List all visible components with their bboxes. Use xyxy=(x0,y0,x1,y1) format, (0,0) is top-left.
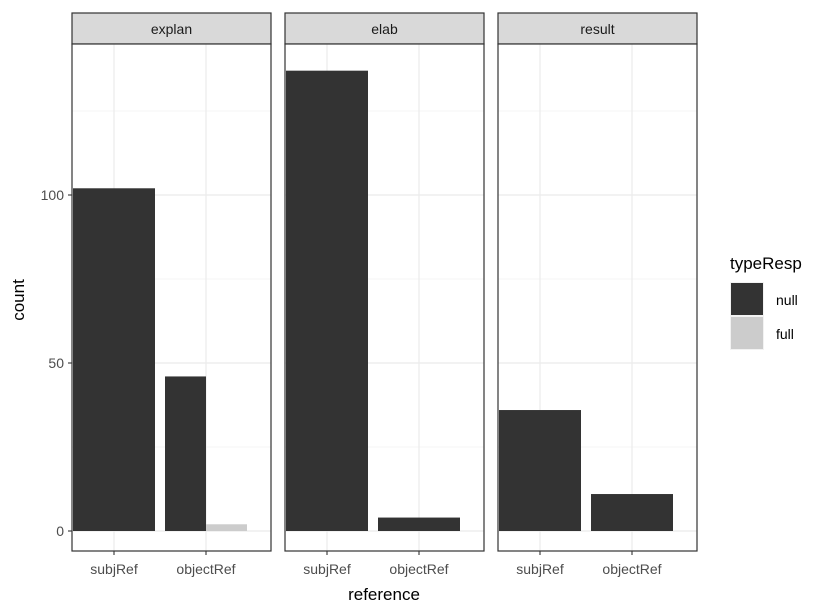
x-tick-label: objectRef xyxy=(389,561,448,577)
y-tick-label: 100 xyxy=(41,187,65,203)
facet-strip-label: result xyxy=(580,21,614,37)
bar-explan-objectRef-full xyxy=(206,524,247,531)
y-axis-title: count xyxy=(9,279,28,321)
facet-panel-elab: elab subjRef objectRef xyxy=(284,12,485,577)
bar-elab-subjRef-null xyxy=(286,70,368,532)
legend: typeResp null full xyxy=(730,254,802,350)
y-tick-label: 50 xyxy=(48,355,64,371)
facet-strip-label: elab xyxy=(371,21,398,37)
facet-strip xyxy=(497,12,698,45)
bar-result-subjRef-null xyxy=(499,410,581,531)
x-tick-label: subjRef xyxy=(90,561,138,577)
facet-panel-result: result subjRef objectRef xyxy=(497,12,698,577)
legend-key-null xyxy=(731,283,763,315)
panel-border xyxy=(497,43,698,552)
bar-result-objectRef-null xyxy=(591,494,673,531)
facet-strip-label: explan xyxy=(151,21,192,37)
bar-explan-objectRef-null xyxy=(165,376,206,531)
facet-panel-explan: explan subjRef objectRef xyxy=(71,12,272,577)
facet-panels: explan subjRef objectRef elab subjRef objectR… xyxy=(71,12,698,577)
legend-label-full: full xyxy=(776,326,794,342)
y-axis: 0 50 100 xyxy=(41,187,72,539)
y-tick-label: 0 xyxy=(56,523,64,539)
bar-explan-subjRef-null xyxy=(73,188,155,531)
x-tick-label: objectRef xyxy=(176,561,235,577)
legend-key-full xyxy=(731,317,763,349)
x-tick-label: objectRef xyxy=(602,561,661,577)
bar-elab-objectRef-null xyxy=(378,517,460,531)
legend-title: typeResp xyxy=(730,254,802,273)
panel-border xyxy=(284,43,485,552)
panel-border xyxy=(71,43,272,552)
x-tick-label: subjRef xyxy=(303,561,351,577)
legend-label-null: null xyxy=(776,292,798,308)
x-tick-label: subjRef xyxy=(516,561,564,577)
facet-strip xyxy=(71,12,272,45)
x-axis-title: reference xyxy=(348,585,420,602)
